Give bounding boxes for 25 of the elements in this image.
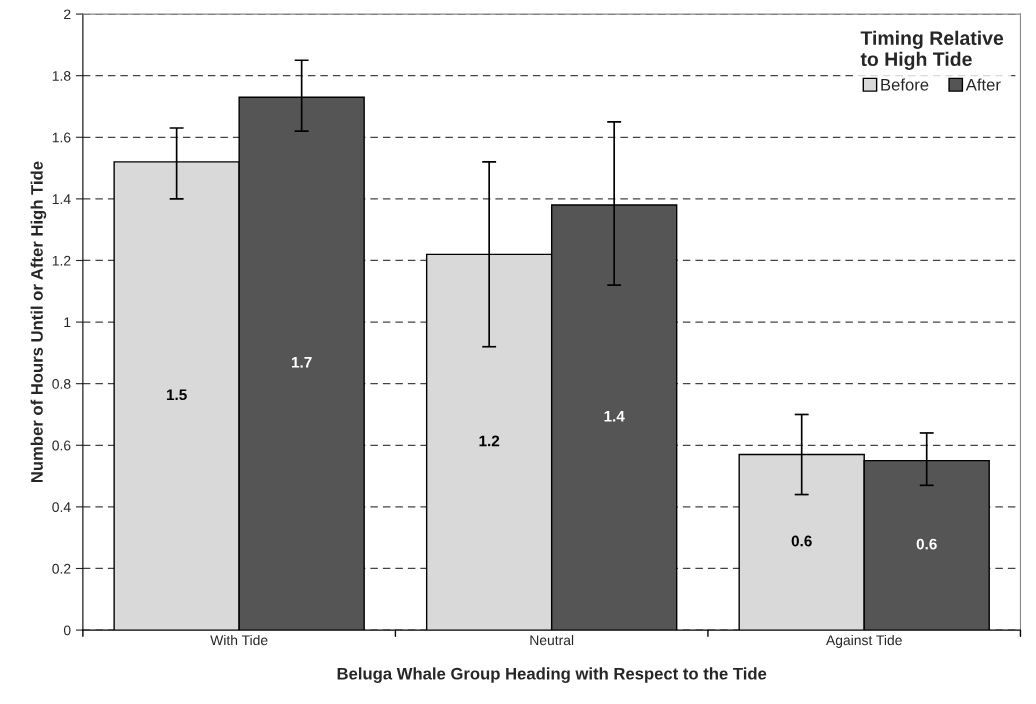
data-label: 1.2 [479,435,500,447]
y-axis-title: Number of Hours Until or After High Tide [30,161,47,483]
y-tick-label: 0 [63,625,71,636]
y-tick-label: 0.8 [52,379,71,389]
y-tick-label: 2 [64,9,71,20]
data-label: 0.6 [916,538,937,550]
y-tick-label: 0.2 [52,563,71,574]
y-tick-label: 1.8 [52,71,71,81]
data-label: 1.7 [291,357,312,368]
x-axis-title: Beluga Whale Group Heading with Respect to the Tide [337,667,767,683]
legend-label: After [965,78,1001,91]
x-tick-label: With Tide [210,634,268,646]
data-label: 1.4 [604,411,625,422]
data-label: 1.5 [166,389,187,401]
y-tick-label: 0.6 [52,440,71,451]
y-tick-label: 1 [64,317,71,328]
x-tick-label: Against Tide [826,634,902,648]
y-tick-label: 1.2 [52,255,71,266]
x-tick-label: Neutral [530,634,574,646]
legend-title: Timing Relative to High Tide [860,30,1004,70]
data-label: 0.6 [791,535,812,547]
y-tick-label: 0.4 [52,502,71,513]
legend-label: Before [881,78,929,91]
y-tick-label: 1.6 [52,132,71,143]
y-tick-label: 1.4 [52,194,71,204]
